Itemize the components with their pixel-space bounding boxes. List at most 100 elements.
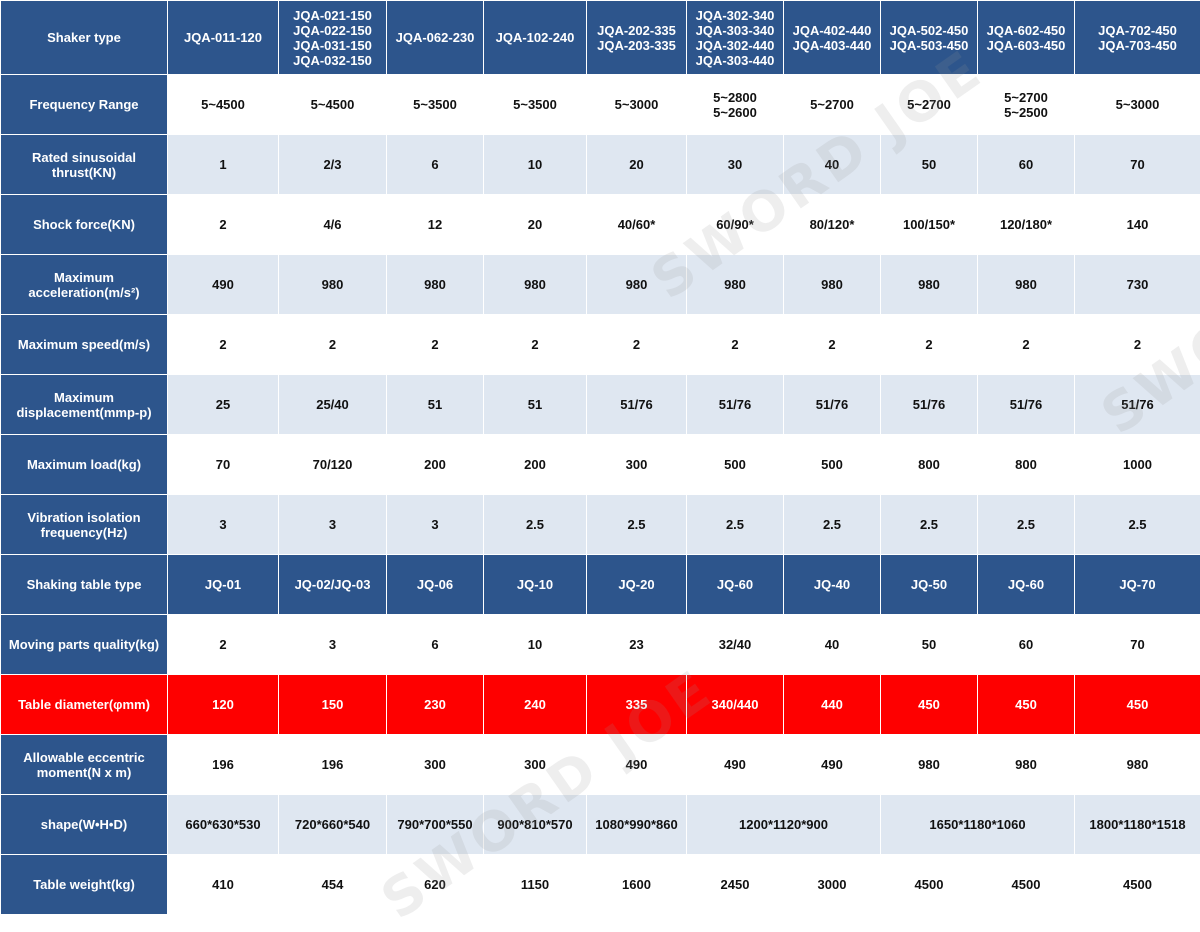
row-label: Shaker type	[1, 1, 168, 75]
table-cell: 980	[978, 255, 1075, 315]
table-cell: 5~2700 5~2500	[978, 75, 1075, 135]
table-cell: 1000	[1075, 435, 1200, 495]
table-cell: 2	[1075, 315, 1200, 375]
column-header: JQA-102-240	[484, 1, 587, 75]
column-header: JQA-021-150 JQA-022-150 JQA-031-150 JQA-…	[279, 1, 387, 75]
table-cell: 2.5	[784, 495, 881, 555]
table-cell: 2.5	[978, 495, 1075, 555]
column-header: JQA-502-450 JQA-503-450	[881, 1, 978, 75]
table-cell: 500	[687, 435, 784, 495]
table-cell: 800	[978, 435, 1075, 495]
table-cell: 40/60*	[587, 195, 687, 255]
table-cell: 140	[1075, 195, 1200, 255]
table-cell: 60	[978, 135, 1075, 195]
table-cell: 32/40	[687, 615, 784, 675]
table-cell: 660*630*530	[168, 795, 279, 855]
table-cell: 2.5	[1075, 495, 1200, 555]
table-cell: 440	[784, 675, 881, 735]
table-cell: 196	[279, 735, 387, 795]
table-cell: 980	[784, 255, 881, 315]
table-cell: 5~2700	[881, 75, 978, 135]
row-label: Table weight(kg)	[1, 855, 168, 915]
table-cell: 5~2700	[784, 75, 881, 135]
table-cell: 800	[881, 435, 978, 495]
table-cell: 5~3500	[387, 75, 484, 135]
table-cell: 40	[784, 615, 881, 675]
row-label: Maximum acceleration(m/s²)	[1, 255, 168, 315]
table-cell: 50	[881, 615, 978, 675]
row-label: Rated sinusoidal thrust(KN)	[1, 135, 168, 195]
table-cell: 2/3	[279, 135, 387, 195]
row-label: Shaking table type	[1, 555, 168, 615]
table-cell: 120	[168, 675, 279, 735]
table-cell: 2	[687, 315, 784, 375]
row-label: Vibration isolation frequency(Hz)	[1, 495, 168, 555]
table-cell: 4500	[881, 855, 978, 915]
table-cell: 2	[784, 315, 881, 375]
table-cell: 3	[279, 615, 387, 675]
table-cell: 980	[484, 255, 587, 315]
table-cell: 70	[168, 435, 279, 495]
table-cell: 5~3000	[1075, 75, 1200, 135]
table-cell: 490	[587, 735, 687, 795]
table-cell: 10	[484, 135, 587, 195]
table-cell: 200	[387, 435, 484, 495]
row-label: Shock force(KN)	[1, 195, 168, 255]
table-cell: 300	[587, 435, 687, 495]
table-cell: 2	[387, 315, 484, 375]
column-header: JQA-602-450 JQA-603-450	[978, 1, 1075, 75]
row-label: Maximum load(kg)	[1, 435, 168, 495]
table-cell: 4/6	[279, 195, 387, 255]
table-cell: 6	[387, 135, 484, 195]
table-cell: 196	[168, 735, 279, 795]
table-cell: 2.5	[687, 495, 784, 555]
column-header: JQA-062-230	[387, 1, 484, 75]
table-cell: 980	[881, 255, 978, 315]
table-cell: 240	[484, 675, 587, 735]
table-cell: 3000	[784, 855, 881, 915]
table-cell: 2	[279, 315, 387, 375]
table-cell: 2	[881, 315, 978, 375]
table-cell: 450	[1075, 675, 1200, 735]
table-cell: 150	[279, 675, 387, 735]
table-cell: 5~4500	[279, 75, 387, 135]
table-cell: 70	[1075, 135, 1200, 195]
table-cell: 230	[387, 675, 484, 735]
column-header: JQA-011-120	[168, 1, 279, 75]
table-cell: 6	[387, 615, 484, 675]
column-header: JQA-702-450 JQA-703-450	[1075, 1, 1200, 75]
table-cell: 1150	[484, 855, 587, 915]
table-cell: 25/40	[279, 375, 387, 435]
table-cell: 2	[587, 315, 687, 375]
table-cell: JQ-20	[587, 555, 687, 615]
table-cell: 450	[978, 675, 1075, 735]
table-cell: 12	[387, 195, 484, 255]
table-cell: 490	[168, 255, 279, 315]
table-cell: 454	[279, 855, 387, 915]
table-cell: 490	[687, 735, 784, 795]
table-cell: 100/150*	[881, 195, 978, 255]
table-cell: 980	[279, 255, 387, 315]
table-cell: 980	[978, 735, 1075, 795]
table-cell: 4500	[1075, 855, 1200, 915]
table-cell: 3	[168, 495, 279, 555]
table-cell: 51	[387, 375, 484, 435]
table-cell: 30	[687, 135, 784, 195]
table-cell: JQ-40	[784, 555, 881, 615]
row-label: Moving parts quality(kg)	[1, 615, 168, 675]
column-header: JQA-402-440 JQA-403-440	[784, 1, 881, 75]
table-cell: 51/76	[1075, 375, 1200, 435]
table-cell: 70/120	[279, 435, 387, 495]
table-cell: 2.5	[881, 495, 978, 555]
table-cell: 1200*1120*900	[687, 795, 881, 855]
table-cell: 900*810*570	[484, 795, 587, 855]
table-cell: 730	[1075, 255, 1200, 315]
table-cell: 620	[387, 855, 484, 915]
table-cell: 5~2800 5~2600	[687, 75, 784, 135]
